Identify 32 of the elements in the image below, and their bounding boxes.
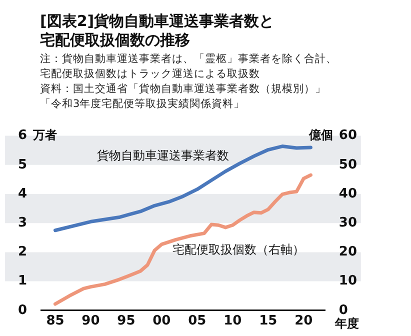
y-tick-label: 2 xyxy=(18,244,28,260)
text: 資料：国土交通省「貨物自動車運送事業者数（規模別）」 xyxy=(40,82,327,97)
y2-tick-label: 0 xyxy=(338,302,348,318)
x-tick-label: 20 xyxy=(294,314,313,329)
chart-title: [図表2]貨物自動車運送事業者数と宅配便取扱個数の推移 xyxy=(40,12,276,50)
y-tick-label: 3 xyxy=(18,215,28,230)
x-tick-label: 85 xyxy=(46,314,64,329)
y-tick-label: 6 xyxy=(18,128,28,144)
y-tick-label: 5 xyxy=(18,157,28,172)
y-tick-label: 1 xyxy=(18,274,28,289)
y2-tick-label: 30 xyxy=(338,215,358,230)
series-label: 貨物自動車運送事業者数 xyxy=(96,148,229,162)
x-tick-label: 10 xyxy=(224,314,242,329)
y2-tick-label: 60 xyxy=(338,128,358,144)
y-axis-title: 万者 xyxy=(32,128,58,142)
text: 「令和3年度宅配便等取扱実績関係資料」 xyxy=(40,97,246,112)
y2-tick-label: 40 xyxy=(338,186,358,202)
text: 宅配便取扱個数はトラック運送による取扱数 xyxy=(40,67,261,82)
x-tick-label: 90 xyxy=(82,314,100,329)
y-tick-label: 0 xyxy=(18,302,28,318)
x-tick-label: 15 xyxy=(259,314,278,329)
text: 注：貨物自動車運送事業者は、「霊柩」事業者を除く合計、 xyxy=(40,52,337,67)
y2-axis-title: 億個 xyxy=(308,128,333,142)
y2-tick-label: 20 xyxy=(338,244,358,260)
series-label: 宅配便取扱個数（右軸） xyxy=(172,242,305,257)
y2-tick-label: 50 xyxy=(338,157,358,172)
y-tick-label: 4 xyxy=(18,186,28,202)
x-tick-label: 05 xyxy=(188,314,206,329)
x-tick-label: 95 xyxy=(117,314,136,329)
y2-tick-label: 10 xyxy=(338,274,358,289)
x-axis-title: 年度 xyxy=(334,316,359,331)
x-tick-label: 00 xyxy=(152,314,171,329)
